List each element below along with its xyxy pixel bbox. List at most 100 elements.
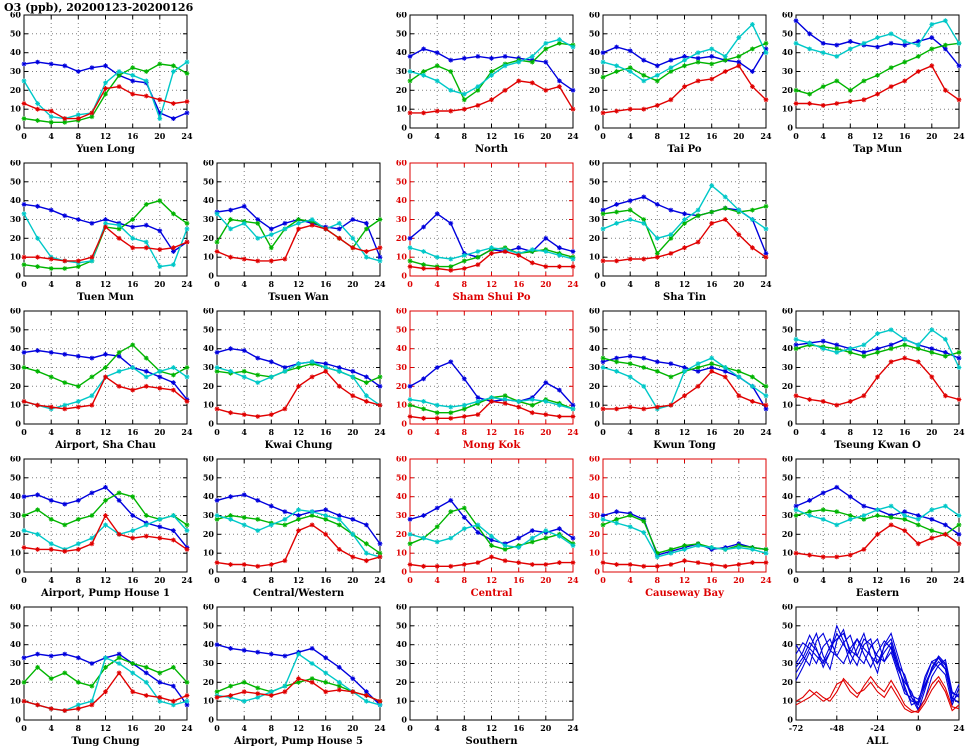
chart-airport-sha-chau: 0 10 20 30 40 50 60 0 4 8 12 16 20 24 Airport, Sha Cha… xyxy=(0,308,193,456)
x-tick-label: 20 xyxy=(347,279,359,289)
chart-title: Central/Western xyxy=(253,588,345,599)
x-tick-label: 8 xyxy=(462,723,468,733)
series-markers-cyan xyxy=(600,183,769,241)
chart-plot: 0 10 20 30 40 50 60 0 4 8 12 16 20 24 Airport, Pump Ho… xyxy=(203,604,386,747)
x-tick-label: 20 xyxy=(926,575,938,585)
x-tick-label: 12 xyxy=(100,131,111,141)
series-markers-cyan xyxy=(793,327,962,370)
y-tick-label: 40 xyxy=(782,639,794,649)
chart-plot: 0 10 20 30 40 50 60 0 4 8 12 16 20 24 Eastern xyxy=(782,456,965,599)
x-tick-label: 16 xyxy=(127,575,139,585)
chart-title: Eastern xyxy=(856,588,900,599)
series-line-red xyxy=(795,675,960,714)
x-tick-label: 8 xyxy=(462,131,468,141)
x-tick-label: 8 xyxy=(462,575,468,585)
x-tick-label: 12 xyxy=(293,279,304,289)
x-tick-label: 16 xyxy=(127,427,139,437)
chart-title: Tuen Mun xyxy=(77,292,134,303)
y-tick-label: 30 xyxy=(589,66,601,76)
series-line-cyan xyxy=(23,514,188,551)
chart-tsuen-wan: 0 10 20 30 40 50 60 0 4 8 12 16 20 24 Tsuen Wan xyxy=(193,160,386,308)
y-tick-label: 0 xyxy=(401,271,407,281)
y-tick-label: 40 xyxy=(203,343,215,353)
x-tick-label: 16 xyxy=(513,723,525,733)
series-line-green xyxy=(23,492,188,526)
x-tick-label: 4 xyxy=(434,575,440,585)
x-tick-label: 8 xyxy=(848,427,854,437)
series-markers-blue xyxy=(214,642,383,708)
chart-title: North xyxy=(475,144,509,155)
y-tick-label: 0 xyxy=(401,567,407,577)
x-tick-label: 24 xyxy=(181,131,193,141)
series-markers-red xyxy=(793,63,962,108)
x-tick-label: 0 xyxy=(21,131,27,141)
x-tick-label: 4 xyxy=(48,723,54,733)
chart-title: Tseung Kwan O xyxy=(834,440,921,451)
chart-plot: 0 10 20 30 40 50 60 0 4 8 12 16 20 24 Tai Po xyxy=(589,12,772,155)
x-tick-label: 8 xyxy=(848,131,854,141)
x-tick-label: 16 xyxy=(899,575,911,585)
series-markers-cyan xyxy=(600,22,769,84)
x-tick-label: 0 xyxy=(407,131,413,141)
chart-plot: 0 10 20 30 40 50 60 0 4 8 12 16 20 24 North xyxy=(396,12,579,155)
x-tick-label: 24 xyxy=(181,723,193,733)
x-tick-label: 24 xyxy=(374,575,386,585)
x-tick-label: 0 xyxy=(793,131,799,141)
y-tick-label: 0 xyxy=(787,419,793,429)
x-tick-label: 24 xyxy=(760,279,772,289)
x-tick-label: 16 xyxy=(706,427,718,437)
y-tick-label: 10 xyxy=(10,252,22,262)
y-tick-label: 40 xyxy=(10,47,22,57)
chart-title: Kwai Chung xyxy=(265,440,333,451)
y-tick-label: 20 xyxy=(203,677,215,687)
y-tick-label: 50 xyxy=(203,620,215,630)
series-markers-cyan xyxy=(214,507,383,560)
x-tick-label: 20 xyxy=(540,279,552,289)
series-markers-red xyxy=(793,522,962,560)
y-tick-label: 20 xyxy=(203,233,215,243)
chart-title: Tung Chung xyxy=(71,736,139,747)
x-tick-label: 24 xyxy=(953,723,965,733)
y-tick-label: 40 xyxy=(782,491,794,501)
y-tick-label: 0 xyxy=(15,567,21,577)
y-tick-label: 20 xyxy=(396,233,408,243)
y-tick-label: 60 xyxy=(782,12,794,20)
x-tick-label: 12 xyxy=(486,427,497,437)
y-tick-label: 30 xyxy=(589,214,601,224)
y-tick-label: 30 xyxy=(782,658,794,668)
x-tick-label: 0 xyxy=(793,427,799,437)
y-tick-label: 20 xyxy=(10,677,22,687)
series-markers-cyan xyxy=(793,18,962,59)
series-line-red xyxy=(23,375,188,410)
x-tick-label: 4 xyxy=(434,131,440,141)
y-tick-label: 30 xyxy=(203,362,215,372)
y-tick-label: 50 xyxy=(10,620,22,630)
x-tick-label: 4 xyxy=(627,279,633,289)
x-tick-label: 4 xyxy=(48,575,54,585)
chart-mong-kok: 0 10 20 30 40 50 60 0 4 8 12 16 20 24 Mong Kok xyxy=(386,308,579,456)
x-tick-label: 24 xyxy=(567,279,579,289)
x-tick-label: 4 xyxy=(241,723,247,733)
y-tick-label: 60 xyxy=(10,456,22,464)
x-tick-label: 8 xyxy=(269,427,275,437)
x-tick-label: 12 xyxy=(293,723,304,733)
x-tick-label: 20 xyxy=(733,427,745,437)
x-tick-label: 24 xyxy=(760,575,772,585)
x-tick-label: -48 xyxy=(830,723,845,733)
y-tick-label: 20 xyxy=(589,381,601,391)
series-markers-red xyxy=(21,670,190,713)
y-tick-label: 60 xyxy=(782,456,794,464)
y-tick-label: 10 xyxy=(782,104,794,114)
y-tick-label: 0 xyxy=(208,567,214,577)
chart-plot: 0 10 20 30 40 50 60 0 4 8 12 16 20 24 Southern xyxy=(396,604,579,747)
y-tick-label: 30 xyxy=(10,510,22,520)
chart-tung-chung: 0 10 20 30 40 50 60 0 4 8 12 16 20 24 Tung Chung xyxy=(0,604,193,752)
y-tick-label: 20 xyxy=(782,85,794,95)
chart-plot: 0 10 20 30 40 50 60 0 4 8 12 16 20 24 Kwai Chung xyxy=(203,308,386,451)
x-tick-label: 12 xyxy=(486,575,497,585)
chart-plot: 0 10 20 30 40 50 60 0 4 8 12 16 20 24 Sham Shui Po xyxy=(396,160,579,303)
x-tick-label: 20 xyxy=(347,723,359,733)
y-tick-label: 20 xyxy=(589,529,601,539)
y-tick-label: 60 xyxy=(396,456,408,464)
series-markers-red xyxy=(21,224,190,264)
